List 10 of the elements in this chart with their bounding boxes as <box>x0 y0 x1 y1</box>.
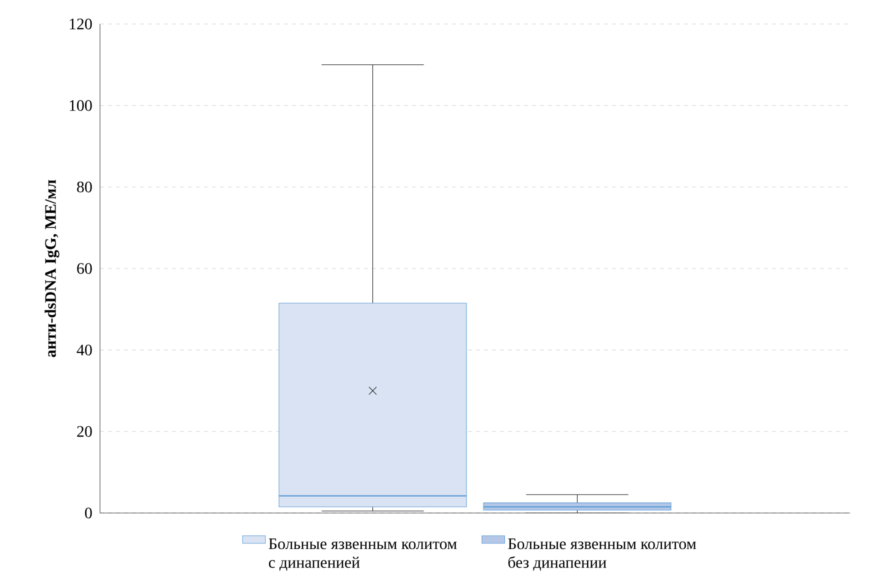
legend-label: Больные язвенным колитом с динапенией <box>268 538 457 571</box>
y-tick-label: 20 <box>77 426 92 437</box>
y-tick-label: 80 <box>77 182 92 192</box>
y-tick-label: 40 <box>76 344 92 356</box>
legend-label: Больные язвенным колитом без динапении <box>508 538 696 571</box>
y-axis-title: анти-dsDNA IgG, МЕ/мл <box>44 180 60 358</box>
y-tick-label: 0 <box>85 508 92 518</box>
y-tick-label: 120 <box>70 18 92 30</box>
y-tick-label: 60 <box>77 263 92 274</box>
y-tick-label: 100 <box>70 100 92 111</box>
